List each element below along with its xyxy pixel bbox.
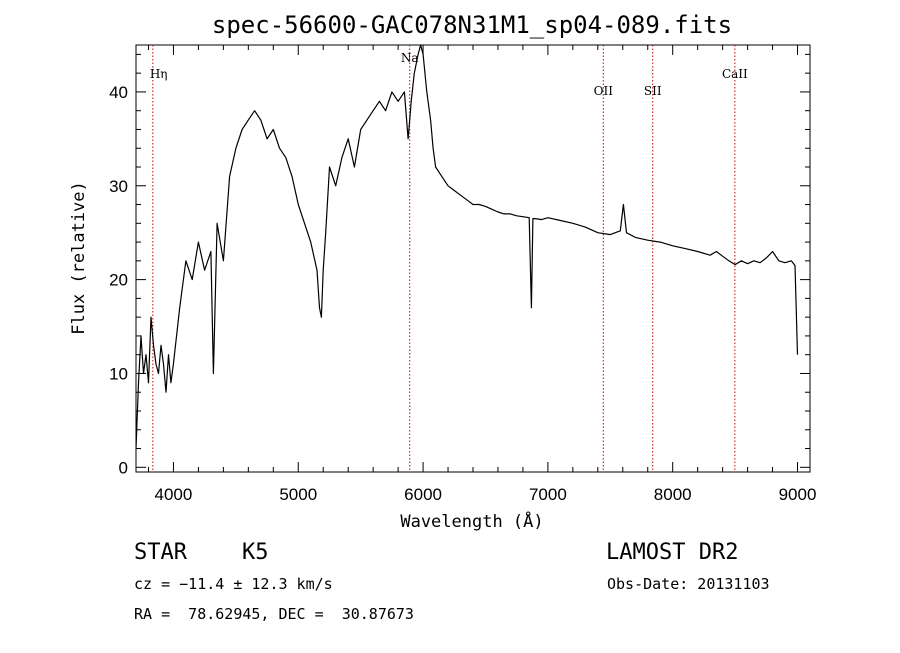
- x-tick-label-1: 5000: [279, 485, 317, 504]
- x-tick-label-5: 9000: [779, 485, 817, 504]
- object-type: STAR: [134, 540, 187, 565]
- line-label-3: SII: [644, 84, 662, 98]
- spectrum-line: [135, 44, 799, 449]
- redshift-text: cz = −11.4 ± 12.3 km/s: [134, 575, 333, 593]
- x-tick-label-2: 6000: [404, 485, 442, 504]
- y-tick-label-1: 10: [109, 364, 128, 383]
- y-tick-label-3: 30: [109, 177, 128, 196]
- line-label-0: Hη: [150, 67, 168, 81]
- line-label-2: OII: [594, 84, 614, 98]
- line-label-1: Na: [401, 51, 419, 65]
- x-tick-label-3: 7000: [529, 485, 567, 504]
- plot-frame: [135, 44, 811, 473]
- chart-title: spec-56600-GAC078N31M1_sp04-089.fits: [212, 11, 732, 39]
- spectrum-series: [135, 44, 799, 449]
- spectral-line-markers: Hη Na OII SII CaII: [150, 45, 748, 472]
- spectral-subclass: K5: [242, 540, 269, 565]
- coordinates: RA = 78.62945, DEC = 30.87673: [134, 605, 414, 623]
- obs-date: Obs-Date: 20131103: [607, 575, 770, 593]
- line-label-4: CaII: [722, 67, 748, 81]
- survey-name: LAMOST DR2: [606, 540, 739, 565]
- y-tick-label-4: 40: [109, 83, 128, 102]
- x-axis-label: Wavelength (Å): [400, 510, 543, 532]
- y-tick-label-0: 0: [119, 458, 128, 477]
- axis-ticks: 4000 5000 6000 7000 8000 9000 0 10 20 30 40: [109, 45, 816, 504]
- y-axis-label: Flux (relative): [69, 181, 89, 335]
- x-tick-label-0: 4000: [155, 485, 193, 504]
- x-tick-label-4: 8000: [654, 485, 692, 504]
- y-tick-label-2: 20: [109, 271, 128, 290]
